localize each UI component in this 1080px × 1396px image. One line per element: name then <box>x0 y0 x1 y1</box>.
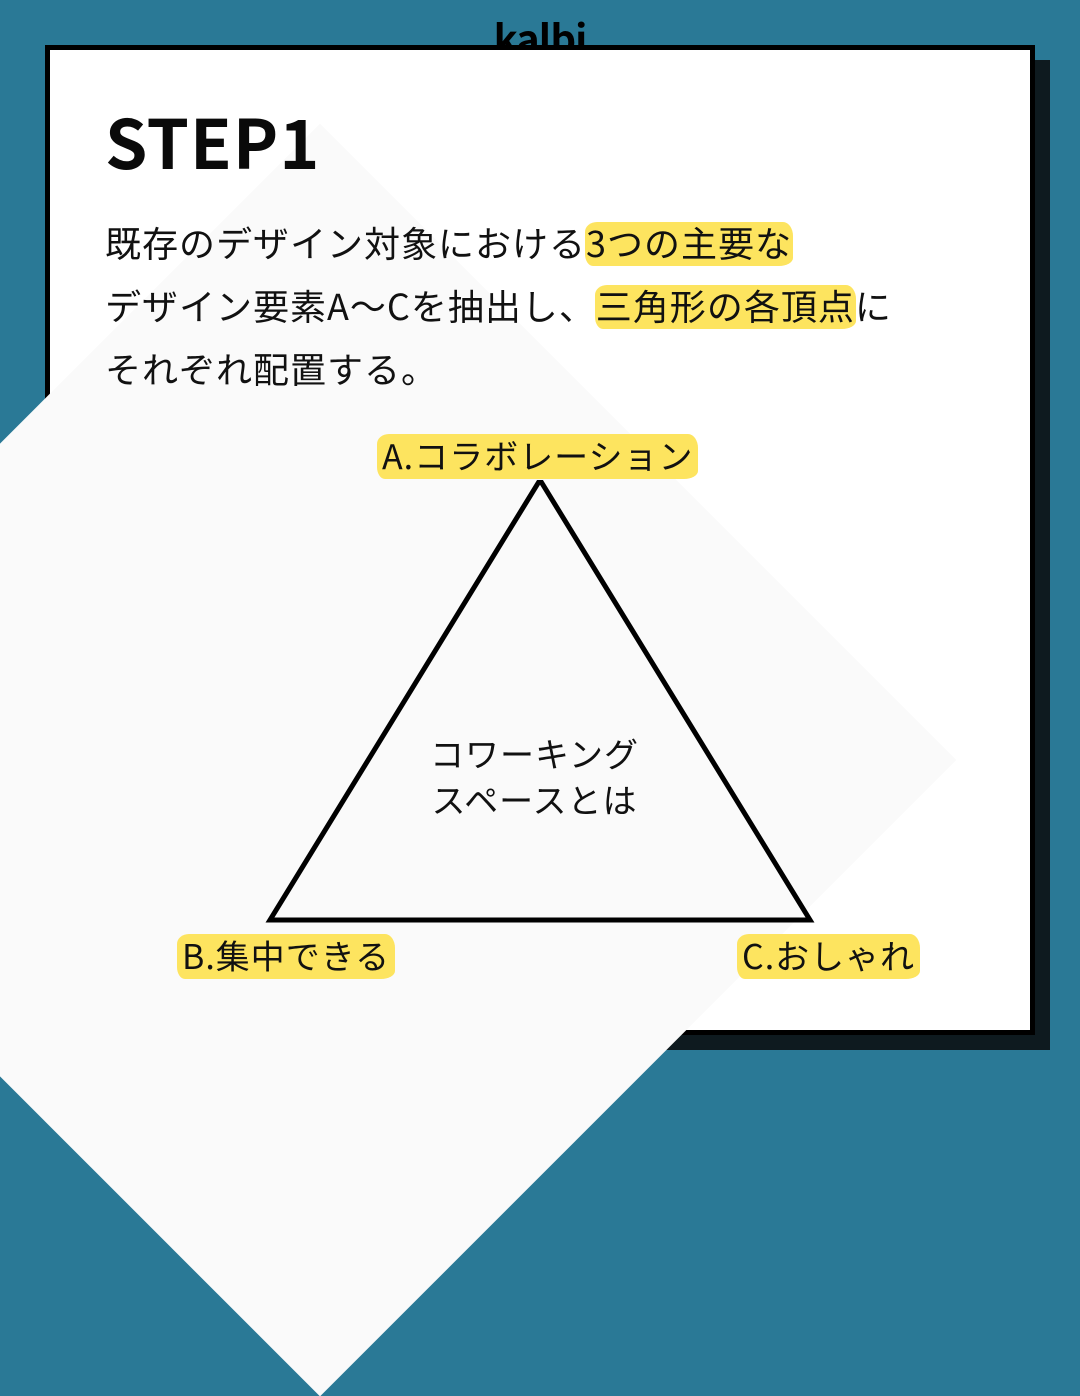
desc-text: に <box>855 279 892 331</box>
vertex-label-c: C.おしゃれ <box>740 930 917 979</box>
desc-highlight-1: 3つの主要な <box>586 216 792 268</box>
triangle-shape <box>240 480 840 930</box>
vertex-label-a: A.コラボレーション <box>380 430 695 479</box>
desc-text: それぞれ配置する。 <box>105 342 438 394</box>
desc-text: 既存のデザイン対象における <box>105 216 586 268</box>
triangle-center-label: コワーキング スペースとは <box>430 730 639 822</box>
step-description: 既存のデザイン対象における3つの主要な デザイン要素A〜Cを抽出し、三角形の各頂… <box>105 211 975 400</box>
vertex-a-text: A.コラボレーション <box>380 430 695 479</box>
desc-highlight-2: 三角形の各頂点 <box>596 279 855 331</box>
desc-text: デザイン要素A〜Cを抽出し、 <box>105 279 596 331</box>
vertex-label-b: B.集中できる <box>180 930 392 979</box>
triangle-diagram: A.コラボレーション B.集中できる C.おしゃれ コワーキング スペースとは <box>50 430 1030 990</box>
center-line-1: コワーキング <box>430 728 639 777</box>
step-title: STEP1 <box>105 90 975 189</box>
center-line-2: スペースとは <box>432 774 638 823</box>
card-content: STEP1 既存のデザイン対象における3つの主要な デザイン要素A〜Cを抽出し、… <box>50 50 1030 1030</box>
vertex-b-text: B.集中できる <box>180 930 392 979</box>
card: STEP1 既存のデザイン対象における3つの主要な デザイン要素A〜Cを抽出し、… <box>45 45 1035 1035</box>
vertex-c-text: C.おしゃれ <box>740 930 917 979</box>
